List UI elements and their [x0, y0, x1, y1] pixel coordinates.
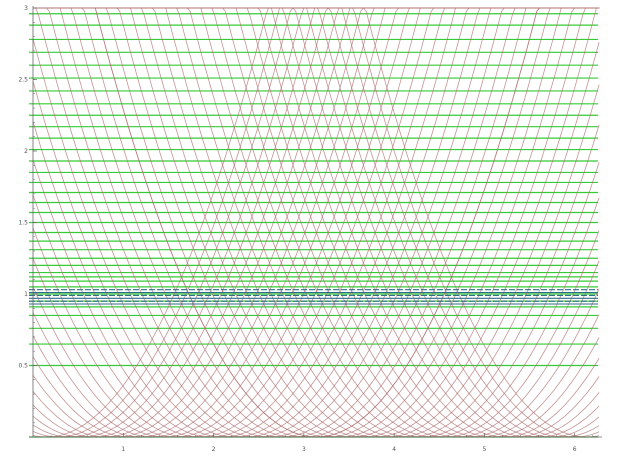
- x-tick-label-3: 4: [392, 446, 396, 453]
- x-ticks: 1 2 3 4 5 6: [50, 433, 594, 453]
- y-tick-label-0: 0.5: [18, 363, 28, 370]
- x-tick-label-1: 2: [212, 446, 216, 453]
- x-tick-label-0: 1: [121, 446, 125, 453]
- y-tick-label-3: 2: [24, 148, 28, 155]
- crossing-curve-right-2: [33, 7, 600, 438]
- x-tick-label-4: 5: [483, 446, 487, 453]
- dense-band: [29, 289, 598, 305]
- y-tick-label-1: 1: [24, 291, 28, 298]
- y-ticks: 0.5 1 1.5 2 2.5 3: [18, 5, 37, 423]
- x-tick-label-2: 3: [302, 446, 306, 453]
- x-tick-label-5: 6: [573, 446, 577, 453]
- y-tick-label-2: 1.5: [18, 220, 28, 227]
- crossing-curve-right-1: [33, 7, 600, 438]
- y-tick-label-5: 3: [24, 5, 28, 12]
- y-tick-label-4: 2.5: [18, 77, 28, 84]
- crossing-curve-right-23: [33, 7, 600, 438]
- crossing-curves: [32, 7, 600, 438]
